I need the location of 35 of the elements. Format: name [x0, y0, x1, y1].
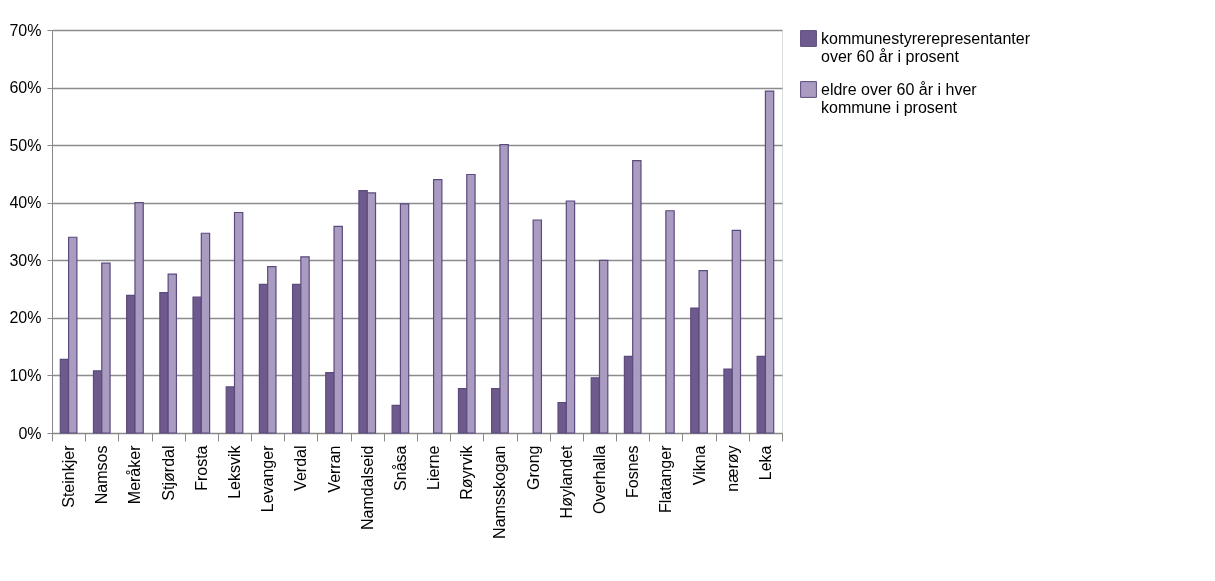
y-tick-label: 30%: [9, 251, 42, 269]
x-tick-label: Flatanger: [657, 444, 675, 514]
bar: [532, 219, 543, 434]
x-tick-label: Leksvik: [226, 444, 243, 499]
y-tick-label: 60%: [9, 79, 42, 97]
y-tick-label: 0%: [18, 424, 42, 442]
x-tick-label: nærøy: [723, 445, 741, 492]
x-tick-label: Snåsa: [391, 445, 409, 491]
y-tick-label: 50%: [9, 136, 42, 154]
legend-label: eldre over 60 år i hver kommune i prosent: [821, 80, 978, 116]
x-tick-label: Høylandet: [557, 444, 575, 519]
x-tick-label: Lierne: [425, 445, 443, 490]
x-tick-label: Røyrvik: [458, 444, 476, 500]
x-tick-label: Namdalseid: [358, 445, 376, 530]
x-tick-label: Frosta: [192, 445, 210, 491]
x-tick-label: Overhalla: [591, 445, 608, 514]
x-tick-label: Stjørdal: [159, 445, 177, 501]
x-tick-label: Verdal: [292, 445, 310, 491]
bar: [665, 210, 675, 434]
y-tick-label: 70%: [9, 21, 42, 39]
x-tick-label: Steinkjer: [60, 444, 78, 508]
x-tick-label: Vikna: [690, 445, 708, 486]
legend-label: kommunestyrerepresentanter over 60 år i prosent: [821, 29, 1031, 65]
y-tick-label: 20%: [9, 309, 42, 327]
x-tick-label: Leka: [756, 445, 774, 481]
x-tick-label: Namsos: [93, 445, 111, 505]
bar: [432, 179, 443, 434]
x-tick-label: Fosnes: [624, 445, 642, 498]
x-tick-label: Namsskogan: [491, 445, 509, 539]
x-tick-label: Levanger: [259, 444, 277, 513]
x-tick-label: Grong: [524, 445, 542, 490]
y-tick-label: 10%: [9, 366, 42, 384]
x-tick-label: Meråker: [126, 444, 144, 505]
y-tick-label: 40%: [9, 194, 42, 212]
x-tick-label: Verran: [325, 445, 343, 493]
